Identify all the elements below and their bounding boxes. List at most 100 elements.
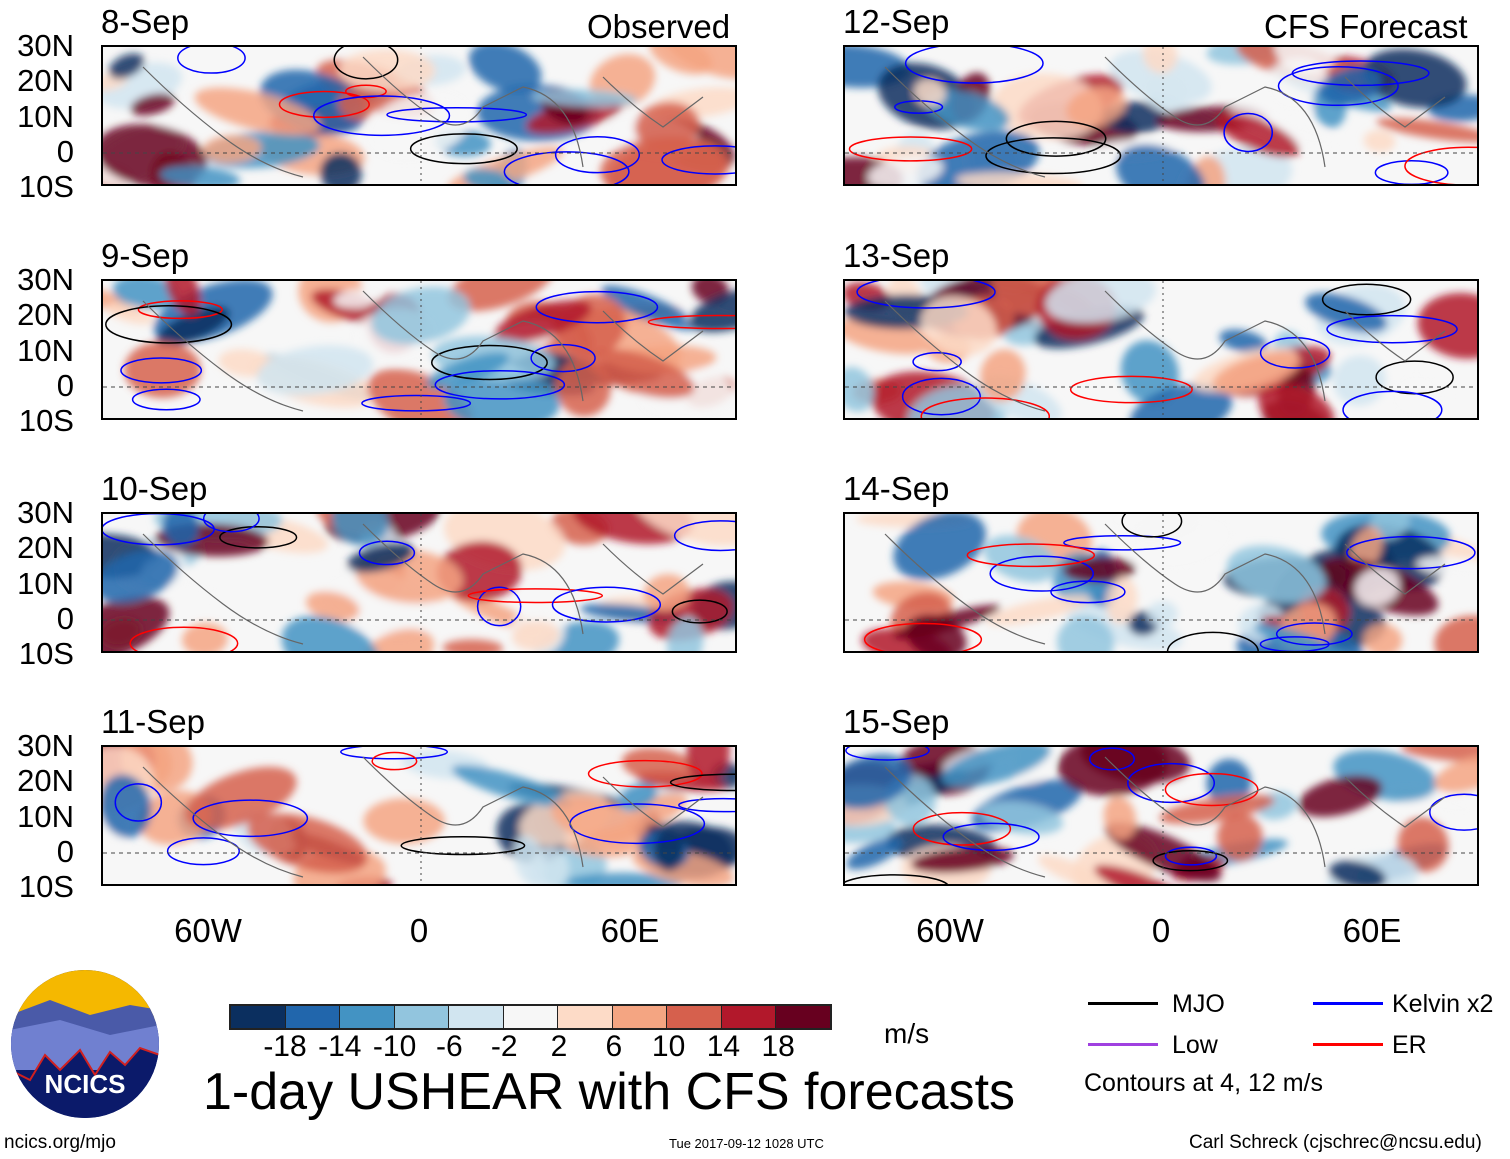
contour-line xyxy=(1277,66,1399,107)
shear-blob xyxy=(689,287,735,333)
shear-blob xyxy=(1219,329,1268,354)
panel-date: 14-Sep xyxy=(843,470,950,507)
footer-url[interactable]: ncics.org/mjo xyxy=(4,1132,116,1153)
shear-blob xyxy=(1066,87,1126,127)
shear-blob xyxy=(566,872,684,884)
shear-blob xyxy=(601,285,697,331)
shear-blob xyxy=(1094,864,1192,884)
contour-line xyxy=(551,586,662,623)
colorbar-tick-label: 2 xyxy=(550,1030,568,1063)
contour-line xyxy=(114,783,163,822)
shear-blob xyxy=(634,102,700,150)
contour-line xyxy=(1342,390,1443,418)
contour-line xyxy=(856,281,996,309)
footer-timestamp: Tue 2017-09-12 1028 UTC xyxy=(669,1136,824,1151)
lat-label: 0 xyxy=(56,367,74,403)
colorbar-tick-label: -6 xyxy=(436,1030,463,1063)
shear-blob xyxy=(1254,623,1351,651)
shear-blob xyxy=(921,295,997,356)
contour-line xyxy=(535,290,659,324)
lat-label: 10N xyxy=(17,98,74,134)
lat-label: 10S xyxy=(18,869,74,904)
shear-blob xyxy=(1318,66,1382,106)
legend-line-er xyxy=(1313,1043,1383,1046)
contour-line xyxy=(1321,283,1412,316)
contour-line xyxy=(894,100,944,114)
shear-blob xyxy=(1206,758,1252,807)
shear-blob xyxy=(159,165,241,184)
contour-line xyxy=(358,540,416,566)
shear-blob xyxy=(319,152,362,184)
contour-line xyxy=(434,369,566,400)
shear-blob xyxy=(1329,860,1387,884)
shear-blob xyxy=(108,53,145,79)
shear-blob xyxy=(686,747,730,782)
ncics-logo: NCICS xyxy=(11,970,159,1118)
lat-label: 10N xyxy=(17,798,74,834)
contour-line xyxy=(431,344,548,381)
contour-line xyxy=(901,377,981,416)
shear-blob xyxy=(1397,817,1449,873)
shear-blob xyxy=(1361,48,1467,108)
shear-blob xyxy=(333,289,379,309)
shear-blob xyxy=(256,345,374,396)
colorbar-swatch xyxy=(231,1006,286,1028)
shear-blob xyxy=(1416,556,1477,580)
contour-line xyxy=(1121,514,1183,538)
lat-label: 10S xyxy=(18,403,74,438)
contour-line xyxy=(340,747,449,760)
shear-blob xyxy=(941,747,1051,787)
shear-blob xyxy=(103,549,179,604)
contour-line xyxy=(105,305,233,344)
lat-label: 20N xyxy=(17,63,74,99)
map-panel xyxy=(843,45,1479,186)
contour-line xyxy=(671,599,728,624)
map-panel xyxy=(843,512,1479,653)
shear-blob xyxy=(103,596,170,651)
lat-label: 0 xyxy=(56,600,74,636)
contour-line xyxy=(1326,314,1458,344)
shear-blob xyxy=(451,765,572,808)
shear-blob xyxy=(1369,514,1410,540)
shear-blob xyxy=(468,47,542,93)
contour-line xyxy=(166,837,240,866)
shear-blob xyxy=(1120,340,1179,404)
shear-blob xyxy=(512,620,560,651)
shear-blob xyxy=(1417,292,1477,359)
shear-blob xyxy=(1212,352,1301,394)
panel-date: 12-Sep xyxy=(843,3,950,40)
shear-blob xyxy=(1274,47,1337,75)
contour-line xyxy=(530,343,596,373)
contour-line xyxy=(202,514,260,533)
contour-line xyxy=(131,388,201,411)
shear-blob xyxy=(1258,383,1335,418)
shear-blob xyxy=(980,801,1064,835)
lon-label-right: 0 xyxy=(1151,912,1171,949)
shear-blob xyxy=(112,281,178,310)
coastlines xyxy=(142,523,704,645)
colorbar-units: m/s xyxy=(884,1018,930,1049)
panel-date: 9-Sep xyxy=(101,237,190,274)
colorbar-swatch xyxy=(449,1006,504,1028)
contour-line xyxy=(278,90,370,119)
colorbar-swatch xyxy=(285,1006,340,1028)
contour-line xyxy=(333,47,399,80)
shear-blob xyxy=(1434,615,1477,651)
contour-line xyxy=(912,811,1012,846)
lat-label: 0 xyxy=(56,133,74,169)
colorbar-swatch xyxy=(667,1006,722,1028)
shear-blob xyxy=(156,306,230,347)
shear-blob xyxy=(621,747,697,784)
shear-blob xyxy=(463,168,513,184)
shear-blob xyxy=(662,47,735,79)
footer-credit: Carl Schreck (cjschrec@ncsu.edu) xyxy=(1189,1132,1482,1153)
map-panel xyxy=(101,279,737,420)
coastlines xyxy=(142,56,704,178)
shear-blob xyxy=(586,349,695,399)
lat-label: 0 xyxy=(56,833,74,869)
shear-blob xyxy=(532,89,638,107)
contour-line xyxy=(920,397,1051,418)
contour-line xyxy=(1404,146,1477,184)
lat-label: 10N xyxy=(17,332,74,368)
lon-label-left: 0 xyxy=(409,912,429,949)
